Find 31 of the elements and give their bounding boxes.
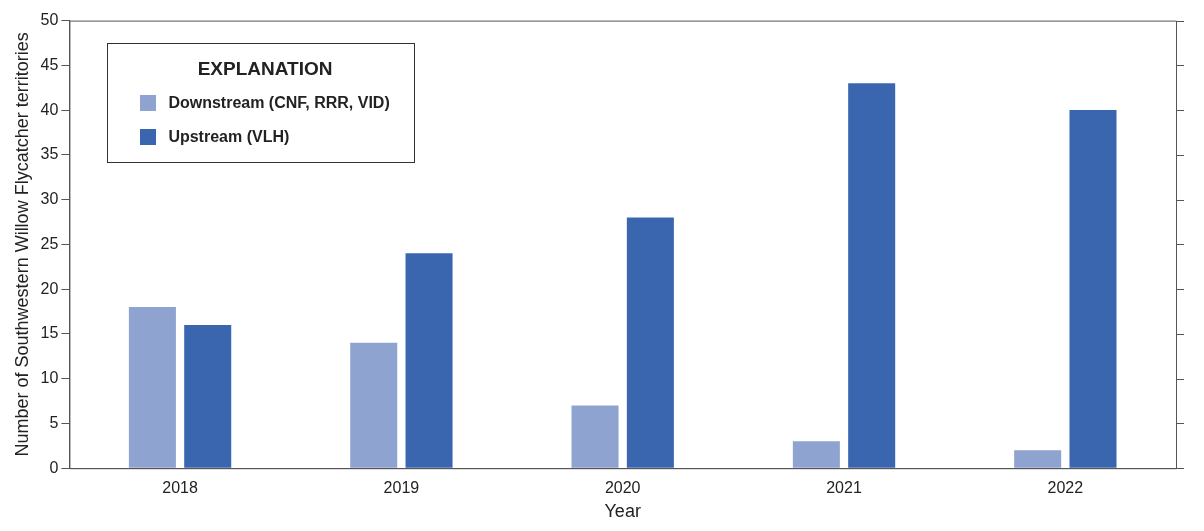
bar (350, 342, 398, 468)
x-axis-title: Year (604, 501, 641, 522)
x-tick-label: 2021 (826, 479, 862, 497)
legend-label: Downstream (CNF, RRR, VID) (168, 93, 390, 112)
x-tick-label: 2020 (604, 479, 641, 497)
bar (405, 253, 453, 468)
y-axis-title: Number of Southwestern Willow Flycatcher territories (11, 32, 32, 457)
y-tick-label: 15 (40, 324, 59, 342)
bar (626, 217, 674, 468)
x-tick-label: 2019 (383, 479, 420, 497)
legend-title: EXPLANATION (196, 57, 334, 80)
y-tick-label: 50 (40, 11, 59, 29)
y-tick-label: 30 (40, 190, 59, 208)
y-tick-label: 0 (49, 458, 59, 476)
bar (184, 324, 232, 468)
y-tick-label: 40 (40, 100, 59, 118)
x-tick-label: 2018 (162, 479, 198, 497)
bar (1014, 450, 1062, 468)
bar (1069, 110, 1117, 468)
y-tick-label: 10 (40, 369, 59, 387)
bar (128, 307, 176, 468)
legend-label: Upstream (VLH) (168, 127, 290, 146)
bar (792, 441, 840, 468)
bar (848, 83, 896, 468)
x-tick-label: 2022 (1047, 479, 1084, 497)
y-tick-label: 5 (49, 413, 59, 431)
y-tick-label: 45 (40, 55, 59, 73)
y-tick-label: 25 (40, 234, 59, 252)
bar (571, 405, 619, 468)
y-tick-label: 35 (40, 145, 59, 163)
y-tick-label: 20 (40, 279, 59, 297)
